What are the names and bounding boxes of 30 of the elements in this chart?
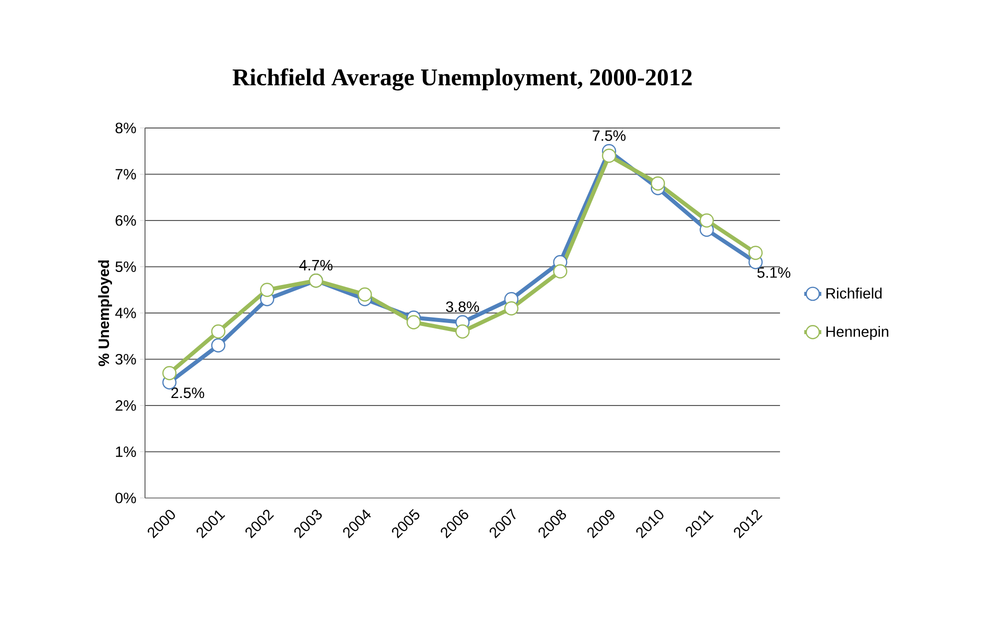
point [211, 324, 226, 339]
point [260, 282, 274, 297]
point [504, 301, 518, 316]
y-tick-label: 2% [116, 400, 136, 411]
point [358, 287, 372, 302]
point [650, 176, 665, 191]
point [406, 315, 421, 330]
y-tick-label: 7% [116, 169, 136, 180]
data-label: 2.5% [171, 388, 204, 398]
y-axis-title: % Unemployed [98, 260, 112, 366]
point [553, 264, 568, 278]
y-tick-label: 8% [116, 122, 136, 134]
y-tick-label: 4% [115, 308, 136, 318]
point [602, 148, 616, 163]
point [162, 366, 177, 380]
point [748, 246, 763, 260]
point [700, 213, 714, 228]
data-label: 7.5% [592, 130, 626, 141]
y-tick-label: 0% [115, 492, 136, 504]
y-tick-label: 3% [115, 354, 136, 365]
legend-label: Hennepin [826, 326, 888, 340]
legend-label: Richfield [826, 288, 882, 299]
data-label: 3.8% [446, 301, 479, 312]
point [455, 324, 470, 339]
data-label: 5.1% [757, 267, 790, 278]
y-tick-label: 6% [116, 215, 136, 226]
point [211, 338, 226, 352]
y-tick-label: 5% [115, 261, 136, 272]
y-tick-label: 1% [116, 446, 136, 457]
chart-title: Richfield Average Unemployment, 2000-2012 [232, 68, 692, 90]
